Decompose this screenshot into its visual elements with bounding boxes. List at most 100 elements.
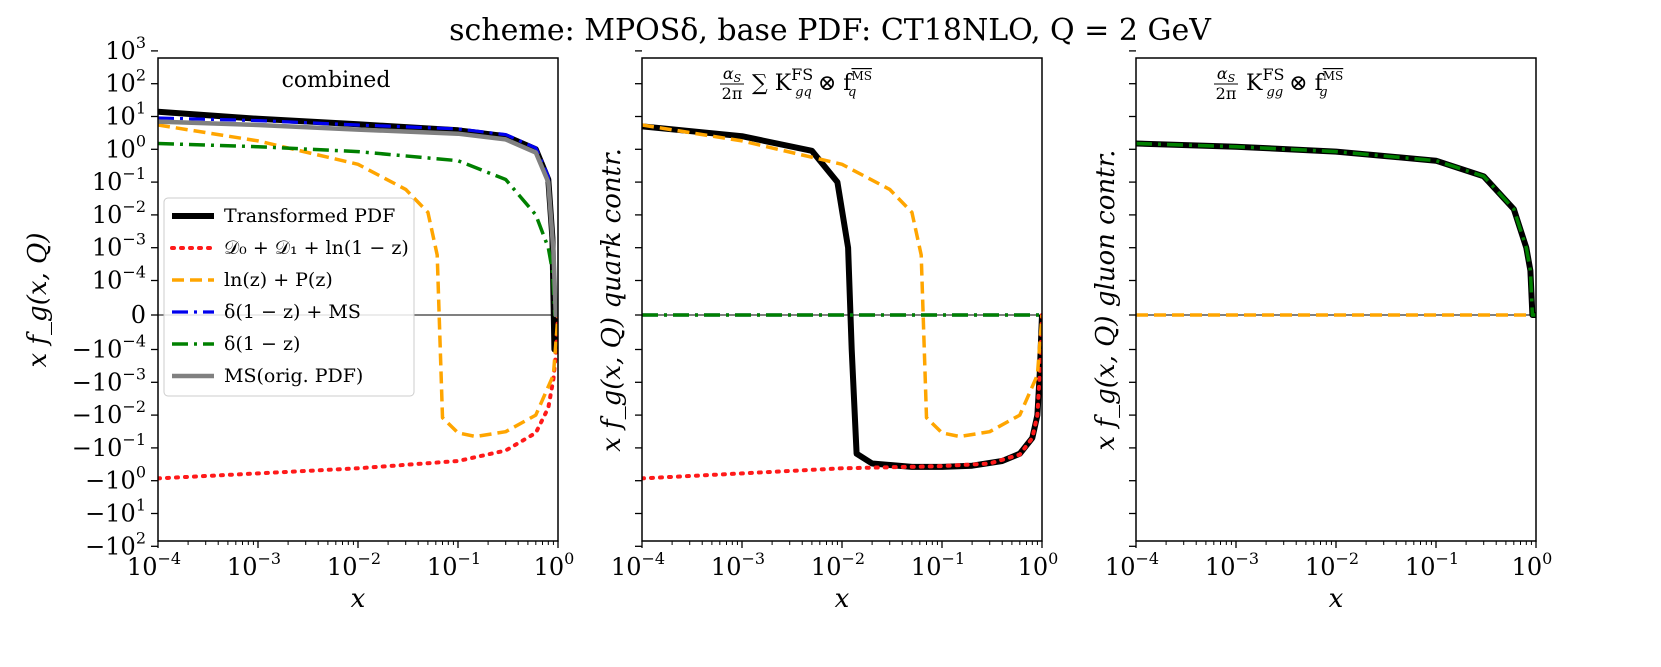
x-tick-base: 10	[227, 553, 258, 581]
annotation-pdf-sub: q	[848, 85, 856, 100]
x-tick-base: 10	[127, 553, 158, 581]
annotation-pdf-sup: MS	[851, 69, 872, 83]
x-axis-label: x	[1329, 584, 1344, 614]
x-tick-label: 10−3	[711, 549, 765, 581]
series-line-ln-z-p-z-	[158, 123, 558, 439]
x-tick-label: 100	[534, 549, 575, 581]
x-tick-label: 10−1	[427, 549, 481, 581]
y-tick-label: 10−4	[92, 263, 146, 295]
annotation-alpha: α	[723, 64, 734, 83]
x-tick-exponent: −3	[257, 549, 281, 568]
x-tick-base: 10	[1512, 553, 1543, 581]
x-tick-label: 10−4	[127, 549, 181, 581]
annotation-convolution: ⊗ f	[1289, 71, 1324, 96]
x-tick-exponent: 0	[1048, 549, 1058, 568]
y-tick-exponent: 0	[136, 131, 146, 150]
y-tick-base: 10	[92, 267, 123, 295]
annotation-alpha-sub: S	[1228, 72, 1236, 85]
x-tick-label: 10−2	[811, 549, 865, 581]
x-tick-exponent: −2	[841, 549, 865, 568]
x-tick-base: 10	[427, 553, 458, 581]
y-tick-exponent: −4	[122, 263, 146, 282]
x-tick-exponent: −2	[357, 549, 381, 568]
x-tick-exponent: 0	[564, 549, 574, 568]
annotation-pdf-sup: MS	[1323, 69, 1344, 83]
x-tick-label: 10−3	[227, 549, 281, 581]
legend: Transformed PDF 𝒟₀ + 𝒟₁ + ln(1 − z) ln(z) …	[163, 197, 415, 397]
y-tick-label: −10−2	[72, 397, 146, 429]
y-tick-label: 10−1	[92, 164, 146, 196]
series-line-ms-orig-pdf-	[158, 119, 558, 318]
y-tick-base: 10	[92, 201, 123, 229]
annotation-pdf-sub: g	[1319, 85, 1327, 100]
x-tick-base: 10	[811, 553, 842, 581]
legend-entry-label: Transformed PDF	[224, 205, 395, 227]
y-axis-label: x f_g(x, Q)	[23, 233, 53, 368]
y-tick-base: −10	[85, 467, 136, 495]
y-tick-label: 10−3	[92, 230, 146, 262]
y-tick-exponent: −2	[122, 397, 146, 416]
annotation-kernel-sub: gq	[795, 85, 812, 100]
x-tick-base: 10	[611, 553, 642, 581]
y-axis-label: x f_g(x, Q) quark contr.	[597, 148, 627, 452]
y-tick-label: −102	[85, 528, 146, 560]
annotation-fraction-denominator: 2π	[1216, 84, 1237, 103]
annotation-alpha: α	[1217, 64, 1228, 83]
series-line--ln-1-z-	[642, 313, 1042, 481]
x-tick-exponent: −1	[941, 549, 965, 568]
x-tick-base: 10	[1405, 553, 1436, 581]
y-tick-exponent: −2	[122, 197, 146, 216]
y-tick-label: −10−3	[72, 364, 146, 396]
y-tick-base: 10	[105, 70, 136, 98]
x-tick-exponent: −4	[641, 549, 665, 568]
y-tick-label: −10−4	[72, 332, 146, 364]
annotation-alpha-sub: S	[734, 72, 742, 85]
x-tick-base: 10	[1205, 553, 1236, 581]
legend-entry-label: δ(1 − z)	[224, 333, 300, 355]
series-line-ln-z-p-z-	[642, 123, 1042, 439]
annotation-kernel-sup: FS	[791, 65, 813, 84]
y-tick-exponent: 1	[136, 496, 146, 515]
y-tick-label: −10−1	[72, 430, 146, 462]
y-tick-base: 10	[105, 103, 136, 131]
x-tick-exponent: −3	[741, 549, 765, 568]
y-tick-base: 10	[105, 37, 136, 65]
x-tick-base: 10	[1018, 553, 1049, 581]
legend-entry-label: 𝒟₀ + 𝒟₁ + ln(1 − z)	[224, 237, 409, 259]
legend-entry-label: MS(orig. PDF)	[224, 365, 363, 387]
x-tick-label: 100	[1512, 549, 1553, 581]
x-tick-label: 100	[1018, 549, 1059, 581]
y-tick-base: −10	[72, 401, 123, 429]
y-tick-exponent: −1	[122, 164, 146, 183]
annotation-fraction-numerator: αS	[1217, 64, 1236, 85]
figure-title: scheme: MPOSδ, base PDF: CT18NLO, Q = 2 …	[449, 13, 1212, 48]
annotation-fraction-denominator: 2π	[722, 84, 743, 103]
annotation-convolution: ⊗ f	[818, 71, 853, 96]
y-tick-label: 10−2	[92, 197, 146, 229]
x-tick-label: 10−2	[1305, 549, 1359, 581]
x-tick-label: 10−3	[1205, 549, 1259, 581]
y-tick-base: −10	[72, 336, 123, 364]
panel-annotation: KFS gg ⊗ fMS g	[1246, 65, 1343, 100]
series-line-transformed-pdf	[642, 123, 1042, 470]
legend-entry-label: ln(z) + P(z)	[224, 269, 333, 291]
x-tick-exponent: −1	[1435, 549, 1459, 568]
y-tick-exponent: −3	[122, 364, 146, 383]
y-tick-exponent: −3	[122, 230, 146, 249]
y-tick-label: −100	[85, 463, 146, 495]
y-tick-label: 103	[105, 33, 146, 65]
y-tick-base: −10	[85, 532, 136, 560]
x-tick-base: 10	[711, 553, 742, 581]
y-tick-exponent: 0	[136, 463, 146, 482]
x-tick-exponent: −4	[157, 549, 181, 568]
annotation-kernel-sup: FS	[1262, 65, 1284, 84]
x-tick-exponent: 0	[1542, 549, 1552, 568]
y-tick-label: 100	[105, 131, 146, 163]
y-tick-label: 101	[105, 99, 146, 131]
annotation-kernel: K	[1246, 71, 1263, 96]
x-tick-exponent: −4	[1135, 549, 1159, 568]
y-tick-base: −10	[85, 500, 136, 528]
x-tick-label: 10−1	[911, 549, 965, 581]
